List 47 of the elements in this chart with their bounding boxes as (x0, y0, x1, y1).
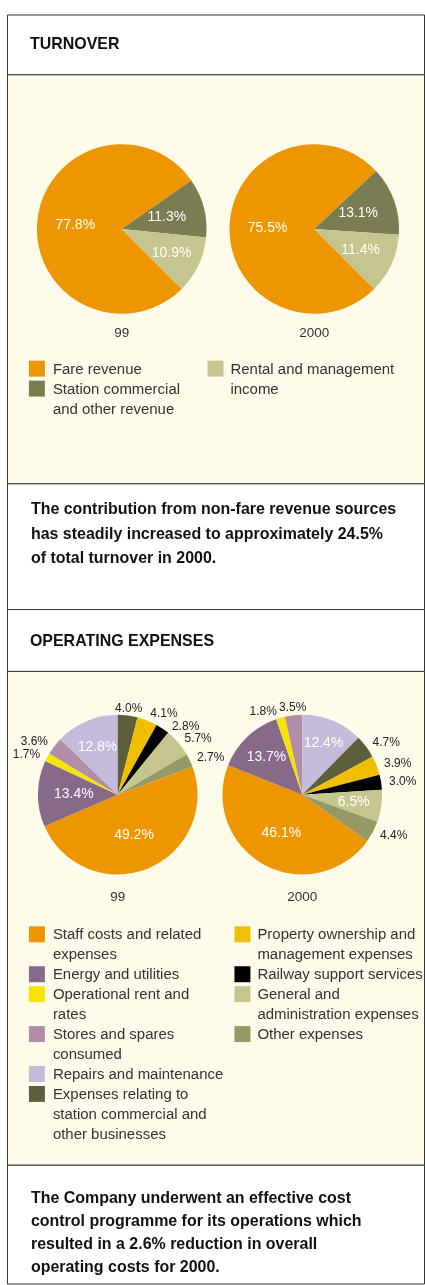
legend-label: General and administration expenses (257, 985, 419, 1023)
chart-title: TURNOVER (29, 35, 120, 53)
data-label: 1.8% (249, 703, 278, 718)
data-label: 3.9% (384, 755, 412, 770)
data-label: 5.7% (184, 730, 213, 745)
data-label: 12.8% (77, 737, 118, 754)
legend-label: Station commercial and other revenue (52, 379, 181, 417)
legend-label: Property ownership and management expenses (257, 925, 416, 963)
slice-label: 99 (110, 889, 126, 905)
slice-label: 2000 (287, 889, 318, 905)
slice-label: 99 (114, 324, 130, 340)
data-label: 4.1% (150, 706, 178, 721)
data-label: 10.9% (151, 243, 192, 260)
data-label: 4.4% (380, 828, 408, 843)
data-label: 46.1% (261, 824, 302, 841)
data-label: 77.8% (55, 215, 96, 232)
data-label: 13.1% (338, 204, 378, 221)
data-label: 3.5% (279, 700, 307, 715)
data-label: 11.4% (341, 241, 380, 258)
data-label: 75.5% (247, 219, 288, 236)
slice-label: 2000 (299, 324, 330, 340)
data-label: 49.2% (114, 826, 154, 843)
data-label: 2.8% (172, 718, 200, 733)
chart-title: OPERATING EXPENSES (29, 631, 215, 649)
legend-label: Operational rent and rates (52, 985, 190, 1023)
legend-label: Rental and management income (230, 359, 396, 397)
legend-label: Staff costs and related expenses (52, 925, 202, 963)
data-label: 3.6% (20, 734, 49, 749)
data-label: 4.0% (115, 700, 143, 715)
data-label: 12.4% (303, 733, 344, 750)
legend-label: Stores and spares consumed (52, 1025, 175, 1063)
data-label: 11.3% (147, 208, 187, 225)
data-label: 6.5% (337, 792, 370, 809)
legend-label: Railway support services (257, 965, 423, 983)
legend-label: Energy and utilities (52, 965, 180, 983)
data-label: 3.0% (389, 773, 417, 788)
legend-label: Expenses relating to station commercial and other businesses (52, 1084, 207, 1142)
legend-label: Repairs and maintenance (52, 1064, 224, 1082)
text: The contribution from non-fare revenue sources has steadily increased to approximately 24.5% of total turnover in 2000. (30, 500, 397, 567)
legend-label: Fare revenue (52, 359, 142, 377)
data-label: 13.7% (246, 748, 287, 765)
text: The Company underwent an effective cost control programme for its operations which resulted in a 2.6% reduction in overall operating costs for 2000. (30, 1188, 362, 1275)
data-label: 13.4% (54, 785, 94, 802)
data-label: 4.7% (372, 734, 401, 749)
legend-label: Other expenses (257, 1025, 363, 1043)
data-label: 2.7% (197, 750, 225, 764)
data-label: 1.7% (12, 746, 41, 761)
